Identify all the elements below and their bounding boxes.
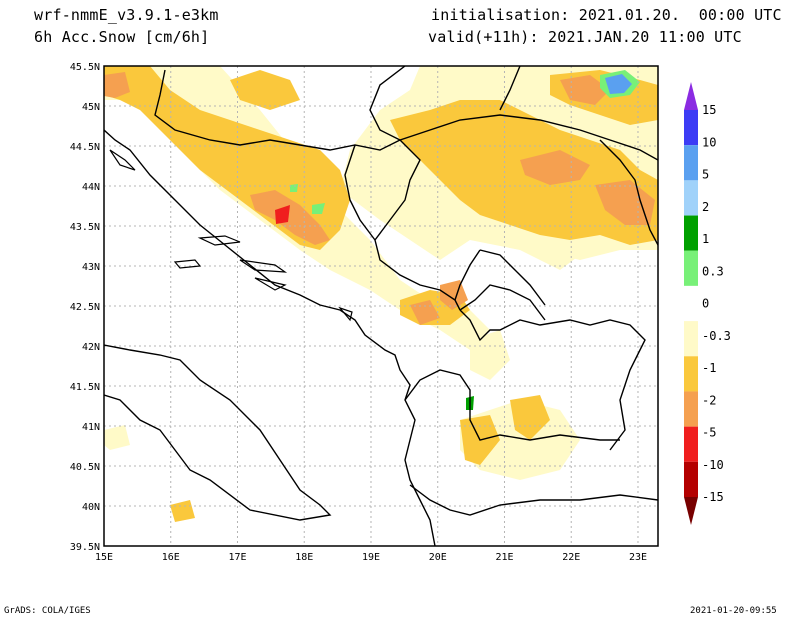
colorbar-label: -1: [702, 361, 716, 375]
colorbar-label: 10: [702, 135, 716, 149]
colorbar-bottom-arrow: [684, 497, 698, 525]
colorbar: [684, 82, 698, 525]
lat-tick-label: 44N: [82, 182, 100, 193]
colorbar-swatch: [684, 391, 698, 427]
lon-tick-label: 20E: [429, 552, 447, 563]
lat-tick-label: 41N: [82, 422, 100, 433]
colorbar-swatch: [684, 180, 698, 216]
lon-tick-label: 15E: [95, 552, 113, 563]
snow-band-heavy: [104, 72, 655, 325]
colorbar-label: 0.3: [702, 264, 724, 278]
valid-time: valid(+11h): 2021.JAN.20 11:00 UTC: [428, 28, 742, 46]
coastlines-borders: [104, 66, 658, 546]
lon-tick-label: 22E: [562, 552, 580, 563]
colorbar-label: -0.3: [702, 329, 731, 343]
colorbar-label: -15: [702, 490, 724, 504]
lat-tick-label: 42N: [82, 342, 100, 353]
snow-blob-green-3: [290, 184, 298, 192]
model-title: wrf-nmmE_v3.9.1-e3km: [34, 6, 219, 24]
colorbar-label: 15: [702, 103, 716, 117]
colorbar-swatch: [684, 145, 698, 181]
lat-tick-label: 43N: [82, 262, 100, 273]
colorbar-top-arrow: [684, 82, 698, 110]
lat-tick-label: 39.5N: [70, 542, 100, 553]
colorbar-label: -10: [702, 458, 724, 472]
colorbar-swatch: [684, 285, 698, 322]
lon-tick-label: 16E: [162, 552, 180, 563]
footer-right: 2021-01-20-09:55: [690, 606, 777, 616]
snow-band-extreme: [275, 205, 290, 224]
colorbar-swatch: [684, 110, 698, 146]
lat-tick-label: 40N: [82, 502, 100, 513]
lon-tick-label: 21E: [495, 552, 513, 563]
lon-tick-label: 23E: [629, 552, 647, 563]
footer-left: GrADS: COLA/IGES: [4, 606, 91, 616]
colorbar-label: 0: [702, 297, 709, 311]
lat-tick-label: 42.5N: [70, 302, 100, 313]
colorbar-label: -5: [702, 426, 716, 440]
lat-tick-label: 41.5N: [70, 382, 100, 393]
colorbar-swatch: [684, 215, 698, 251]
init-time: initialisation: 2021.01.20. 00:00 UTC: [431, 6, 782, 24]
lat-tick-label: 43.5N: [70, 222, 100, 233]
colorbar-label: 2: [702, 200, 709, 214]
colorbar-label: 1: [702, 232, 709, 246]
lon-tick-label: 19E: [362, 552, 380, 563]
snow-blob-blue: [605, 74, 632, 94]
lat-tick-label: 45N: [82, 102, 100, 113]
colorbar-swatch: [684, 321, 698, 357]
colorbar-swatch: [684, 461, 698, 497]
field-title: 6h Acc.Snow [cm/6h]: [34, 28, 210, 46]
lat-axis: 45.5N 45N 44.5N 44N 43.5N 43N 42.5N 42N 41.5N 41N…: [70, 62, 100, 553]
islands: [109, 149, 353, 322]
plot-frame: [103, 65, 659, 547]
colorbar-label: 5: [702, 168, 709, 182]
colorbar-swatch: [684, 250, 698, 286]
colorbar-labels: 15 10 5 2 1 0.3 0 -0.3 -1 -2 -5 -10 -15: [702, 103, 731, 504]
colorbar-label: -2: [702, 393, 716, 407]
lat-tick-label: 44.5N: [70, 142, 100, 153]
map-grid: [104, 66, 658, 546]
lat-tick-label: 40.5N: [70, 462, 100, 473]
colorbar-swatch: [684, 426, 698, 462]
lon-axis: 15E 16E 17E 18E 19E 20E 21E 22E 23E: [95, 552, 647, 563]
lon-tick-label: 18E: [295, 552, 313, 563]
lon-tick-label: 17E: [228, 552, 246, 563]
lat-tick-label: 45.5N: [70, 62, 100, 73]
colorbar-swatch: [684, 356, 698, 392]
snow-blob-green-2: [312, 203, 325, 214]
